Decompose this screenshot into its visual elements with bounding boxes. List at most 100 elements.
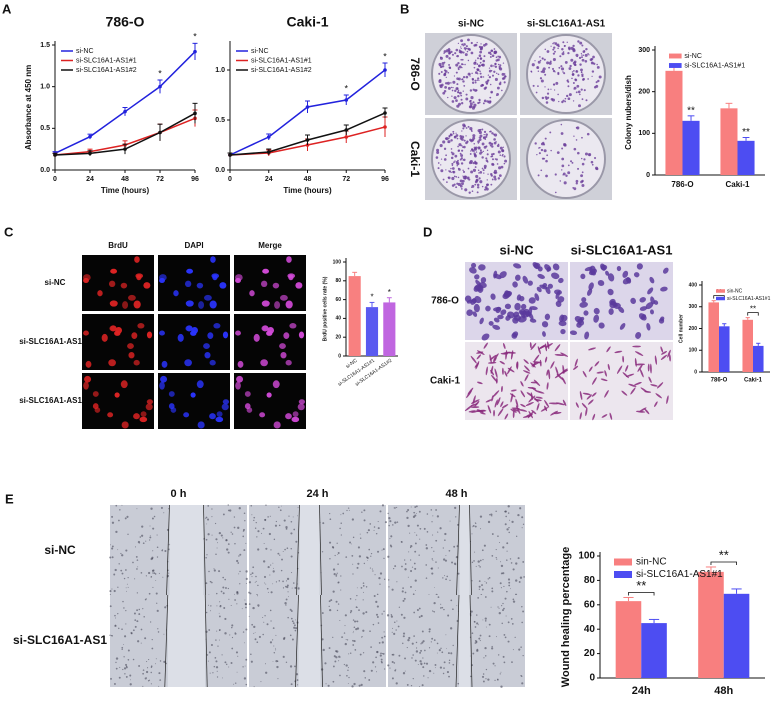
speck	[379, 654, 382, 657]
colony	[453, 96, 457, 100]
colony	[457, 94, 460, 98]
speck	[393, 567, 395, 570]
cell	[561, 368, 568, 374]
nucleus	[236, 375, 244, 383]
speck	[414, 579, 417, 582]
colony	[561, 100, 564, 104]
speck	[208, 651, 211, 654]
speck	[346, 509, 348, 512]
speck	[503, 585, 505, 588]
speck	[334, 660, 337, 663]
speck	[293, 528, 296, 531]
speck	[397, 625, 400, 628]
cell	[490, 365, 494, 374]
speck	[218, 531, 222, 535]
cell	[604, 370, 607, 377]
colony	[469, 89, 473, 92]
cell	[660, 346, 664, 353]
cell	[516, 294, 522, 301]
nucleus	[133, 359, 140, 366]
colony	[462, 169, 464, 172]
speck	[111, 556, 114, 559]
fluorescence-image	[82, 314, 154, 370]
speck	[521, 621, 523, 624]
speck	[499, 582, 502, 585]
speck	[446, 575, 449, 578]
speck	[142, 685, 144, 687]
speck	[412, 678, 414, 680]
speck	[215, 553, 217, 556]
cell	[479, 412, 486, 415]
colony	[463, 139, 466, 142]
colony	[495, 171, 498, 174]
colony	[493, 138, 496, 141]
colony	[539, 77, 543, 80]
colony	[565, 94, 569, 98]
colony	[478, 138, 482, 142]
speck	[218, 639, 220, 641]
colony	[451, 89, 454, 92]
wound-edge	[320, 594, 323, 688]
cell	[579, 412, 582, 420]
nucleus	[83, 330, 89, 336]
speck	[497, 678, 499, 681]
column-label: Merge	[258, 241, 282, 250]
speck	[119, 509, 121, 511]
colony	[488, 67, 491, 69]
speck	[228, 598, 230, 600]
colony	[440, 66, 442, 69]
speck	[118, 676, 121, 679]
speck	[157, 628, 159, 630]
nucleus	[209, 359, 216, 366]
speck	[358, 684, 361, 687]
speck	[280, 505, 282, 507]
speck	[277, 678, 279, 680]
speck	[421, 684, 424, 687]
row-label: Caki-1	[430, 376, 460, 387]
speck	[445, 555, 447, 557]
colony	[578, 104, 581, 108]
speck	[225, 587, 227, 589]
colony	[583, 50, 586, 52]
speck	[109, 605, 112, 608]
speck	[502, 602, 504, 605]
speck	[153, 572, 156, 575]
speck	[123, 607, 125, 609]
speck	[284, 548, 286, 551]
colony	[461, 66, 463, 69]
colony	[457, 145, 459, 148]
cell	[470, 399, 480, 404]
cell	[529, 318, 537, 323]
colony	[487, 173, 489, 175]
cell	[598, 322, 605, 329]
speck	[290, 555, 293, 558]
colony	[476, 183, 480, 187]
speck	[411, 657, 413, 659]
speck	[478, 637, 481, 640]
significance: *	[388, 288, 391, 297]
colony	[450, 139, 453, 142]
column-label: 48 h	[445, 488, 467, 500]
colony	[460, 162, 464, 165]
speck	[352, 573, 354, 575]
cell	[466, 309, 473, 317]
cell	[503, 343, 506, 350]
colony	[491, 155, 494, 158]
speck	[481, 675, 485, 678]
speck	[500, 587, 502, 589]
colony	[459, 135, 462, 138]
cell	[628, 383, 637, 387]
speck	[339, 656, 341, 658]
cell	[647, 363, 650, 372]
speck	[378, 642, 381, 644]
colony	[455, 48, 459, 52]
colony	[550, 45, 552, 47]
cell	[464, 295, 472, 303]
speck	[158, 672, 161, 675]
speck	[375, 532, 378, 535]
cell	[478, 264, 486, 271]
colony	[582, 54, 585, 56]
cell	[582, 392, 591, 396]
panel-letter: C	[4, 224, 14, 239]
speck	[449, 579, 451, 581]
